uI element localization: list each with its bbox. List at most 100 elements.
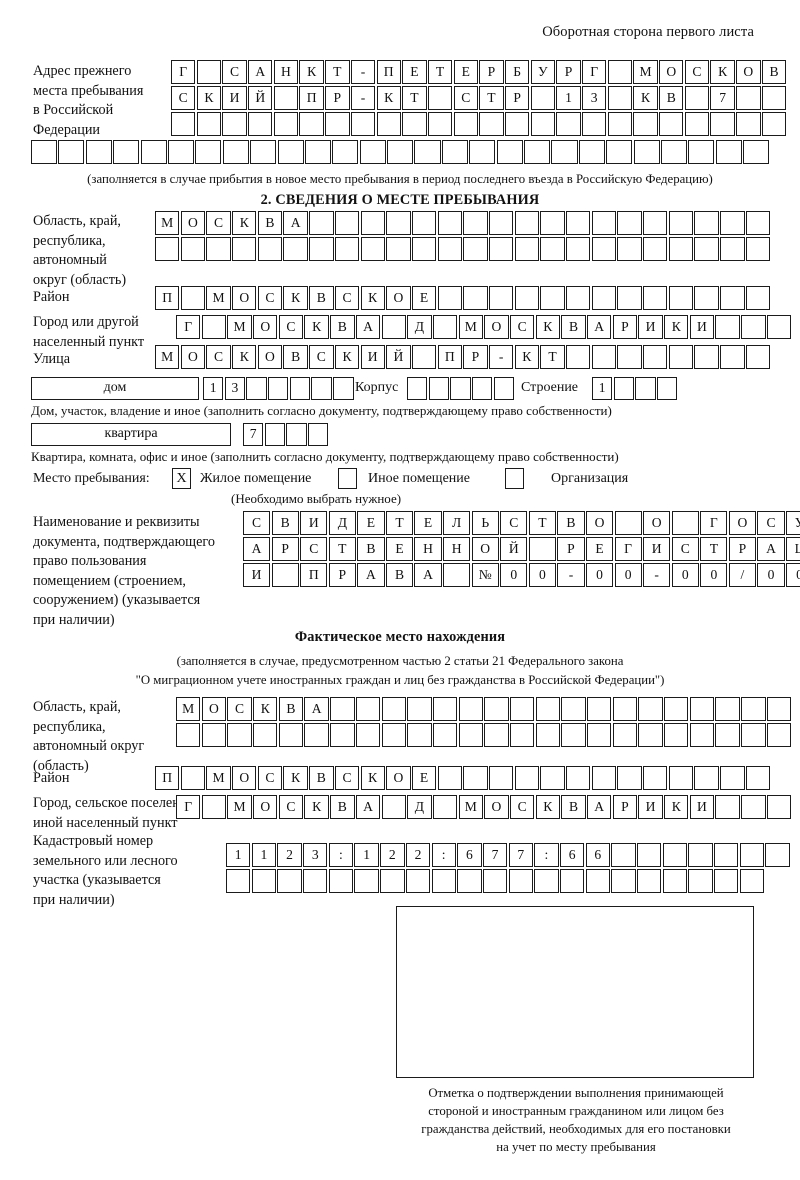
char-cell[interactable]: К	[360, 286, 385, 310]
char-cell[interactable]: А	[355, 315, 381, 339]
char-cell[interactable]: Г	[176, 315, 201, 339]
char-cell[interactable]	[308, 423, 329, 446]
char-cell[interactable]	[566, 345, 591, 369]
char-cell[interactable]: В	[271, 511, 299, 535]
char-cell[interactable]: С	[334, 766, 360, 790]
char-cell[interactable]	[201, 723, 227, 747]
char-cell[interactable]	[587, 697, 612, 721]
char-cell[interactable]	[741, 723, 766, 747]
char-cell[interactable]	[381, 315, 406, 339]
char-cell[interactable]: А	[587, 315, 612, 339]
char-cell[interactable]	[556, 112, 581, 136]
char-cell[interactable]	[463, 766, 488, 790]
char-cell[interactable]	[463, 286, 488, 310]
char-cell[interactable]	[741, 697, 766, 721]
char-cell[interactable]: У	[530, 60, 556, 84]
char-cell[interactable]	[720, 345, 745, 369]
char-cell[interactable]: В	[330, 795, 355, 819]
char-cell[interactable]: О	[232, 286, 257, 310]
char-cell[interactable]	[482, 869, 508, 893]
char-cell[interactable]	[432, 697, 458, 721]
char-cell[interactable]: 6	[585, 843, 611, 867]
char-cell[interactable]	[715, 315, 740, 339]
char-cell[interactable]	[286, 423, 307, 446]
char-cell[interactable]	[376, 112, 401, 136]
char-cell[interactable]: 1	[226, 843, 251, 867]
char-cell[interactable]	[540, 237, 565, 261]
char-cell[interactable]: Г	[171, 60, 196, 84]
char-cell[interactable]	[720, 766, 745, 790]
char-cell[interactable]	[508, 869, 533, 893]
char-cell[interactable]: Д	[407, 795, 432, 819]
char-cell[interactable]	[246, 377, 267, 400]
char-cell[interactable]: О	[736, 60, 761, 84]
char-cell[interactable]: О	[728, 511, 757, 535]
char-cell[interactable]	[694, 237, 719, 261]
char-cell[interactable]: М	[155, 345, 180, 369]
char-cell[interactable]	[561, 723, 586, 747]
char-cell[interactable]: У	[785, 511, 800, 535]
char-cell[interactable]	[566, 286, 591, 310]
char-cell[interactable]: С	[300, 537, 328, 561]
region-row-2[interactable]	[155, 237, 771, 261]
char-cell[interactable]	[381, 723, 406, 747]
char-cell[interactable]	[591, 237, 617, 261]
char-cell[interactable]	[196, 112, 222, 136]
char-cell[interactable]: М	[633, 60, 658, 84]
char-cell[interactable]: Р	[556, 60, 581, 84]
char-cell[interactable]	[304, 723, 329, 747]
char-cell[interactable]	[248, 112, 273, 136]
char-cell[interactable]: С	[227, 697, 252, 721]
char-cell[interactable]	[611, 843, 636, 867]
char-cell[interactable]	[668, 766, 694, 790]
char-cell[interactable]: 1	[354, 843, 379, 867]
char-cell[interactable]: С	[206, 345, 231, 369]
char-cell[interactable]	[559, 869, 585, 893]
char-cell[interactable]: К	[664, 315, 689, 339]
char-cell[interactable]: 6	[457, 843, 482, 867]
document-row-1[interactable]: СВИДЕТЕЛЬСТВООГОСУД	[243, 511, 800, 535]
char-cell[interactable]	[715, 723, 740, 747]
char-cell[interactable]	[694, 211, 719, 235]
char-cell[interactable]	[739, 843, 765, 867]
char-cell[interactable]: О	[201, 697, 227, 721]
char-cell[interactable]: И	[638, 795, 663, 819]
char-cell[interactable]	[761, 112, 787, 136]
char-cell[interactable]: Г	[614, 537, 642, 561]
char-cell[interactable]	[463, 237, 488, 261]
char-cell[interactable]: О	[643, 511, 671, 535]
char-cell[interactable]	[578, 140, 605, 164]
char-cell[interactable]: А	[283, 211, 308, 235]
char-cell[interactable]: Н	[414, 537, 442, 561]
char-cell[interactable]: С	[309, 345, 334, 369]
char-cell[interactable]: О	[484, 795, 509, 819]
char-cell[interactable]	[273, 86, 299, 110]
char-cell[interactable]: О	[386, 286, 411, 310]
char-cell[interactable]	[381, 697, 406, 721]
char-cell[interactable]	[566, 211, 591, 235]
char-cell[interactable]	[206, 237, 231, 261]
char-cell[interactable]	[684, 86, 710, 110]
char-cell[interactable]	[534, 869, 559, 893]
char-cell[interactable]: П	[155, 286, 180, 310]
char-cell[interactable]	[431, 869, 456, 893]
char-cell[interactable]	[540, 211, 565, 235]
char-cell[interactable]	[660, 140, 688, 164]
char-cell[interactable]: О	[386, 766, 411, 790]
char-cell[interactable]: :	[534, 843, 559, 867]
char-cell[interactable]: 6	[559, 843, 585, 867]
char-cell[interactable]	[469, 140, 496, 164]
char-cell[interactable]	[607, 86, 633, 110]
char-cell[interactable]	[668, 237, 694, 261]
char-cell[interactable]: В	[385, 563, 414, 587]
char-cell[interactable]	[694, 766, 719, 790]
char-cell[interactable]: Г	[582, 60, 607, 84]
char-cell[interactable]: 1	[592, 377, 613, 400]
char-cell[interactable]	[633, 140, 660, 164]
char-cell[interactable]	[113, 140, 140, 164]
char-cell[interactable]	[407, 377, 428, 400]
char-cell[interactable]: С	[453, 86, 478, 110]
char-cell[interactable]	[453, 112, 478, 136]
